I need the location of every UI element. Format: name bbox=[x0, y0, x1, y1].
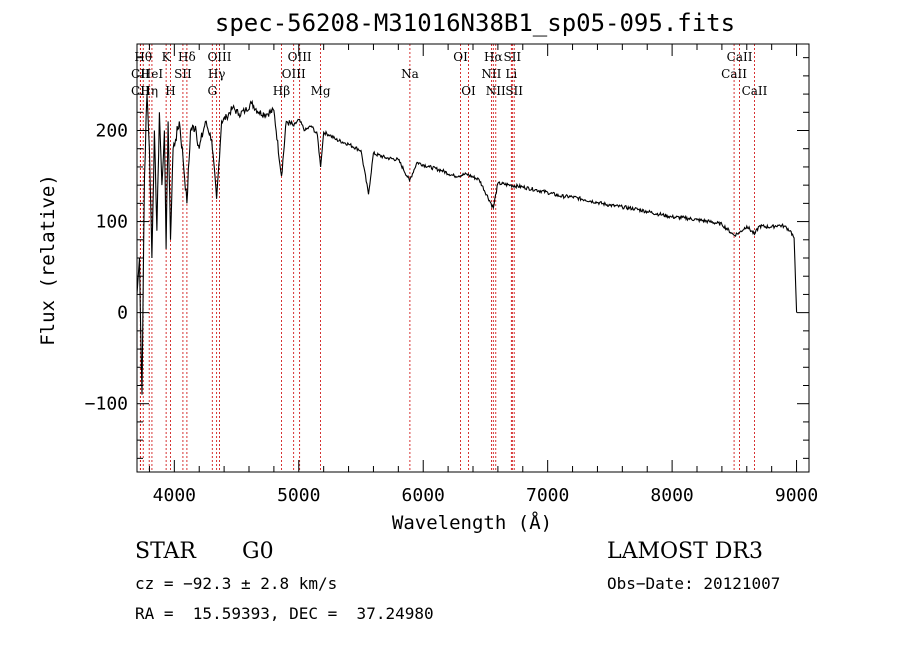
spectral-line-label: NII bbox=[481, 67, 501, 81]
spectral-line-label: H bbox=[165, 84, 175, 98]
plot-frame bbox=[136, 43, 810, 473]
spectral-line-label: Hη bbox=[140, 84, 158, 98]
x-tick-label: 5000 bbox=[277, 485, 320, 506]
spectral-line-label: OIII bbox=[207, 50, 231, 64]
spectral-line-label: Mg bbox=[311, 84, 331, 98]
spectral-line-label: Na bbox=[401, 67, 419, 81]
axis-tick-labels: 4000 5000 6000 7000 8000 9000 −100 0 100 200 bbox=[85, 121, 819, 506]
spectral-line-label: CII bbox=[131, 67, 150, 81]
object-class: STAR bbox=[135, 539, 196, 564]
spectral-line-label: OIII bbox=[288, 50, 312, 64]
spectral-line-label: CII bbox=[131, 84, 150, 98]
spectral-line-label: HeI bbox=[141, 67, 164, 81]
spectral-line-label: Hθ bbox=[134, 50, 152, 64]
spectral-line-label: SII bbox=[174, 67, 192, 81]
x-tick-label: 6000 bbox=[402, 485, 445, 506]
redshift-readout: cz = −92.3 ± 2.8 km/s bbox=[135, 574, 338, 593]
chart-title: spec-56208-M31016N38B1_sp05-095.fits bbox=[215, 9, 735, 37]
survey-name: LAMOST DR3 bbox=[607, 539, 763, 564]
spectral-line-label: Hβ bbox=[273, 84, 290, 98]
spectral-line-label: CaII bbox=[742, 84, 768, 98]
y-tick-label: 200 bbox=[95, 121, 128, 142]
y-tick-label: 0 bbox=[117, 303, 128, 324]
spectral-line-label: Li bbox=[505, 67, 517, 81]
spectral-line-label: OI bbox=[453, 50, 468, 64]
spectral-line-label: NII bbox=[486, 84, 506, 98]
spectral-line-label: OI bbox=[461, 84, 476, 98]
y-tick-label: 100 bbox=[95, 212, 128, 233]
spectral-line-label: Hδ bbox=[178, 50, 196, 64]
x-tick-label: 9000 bbox=[775, 485, 818, 506]
spectral-line-label: G bbox=[207, 84, 217, 98]
object-subclass: G0 bbox=[242, 539, 274, 564]
x-tick-label: 7000 bbox=[526, 485, 569, 506]
spectral-line-label: OIII bbox=[282, 67, 306, 81]
spectral-line-label: SII bbox=[503, 50, 521, 64]
spectral-line-label: Hγ bbox=[208, 67, 226, 81]
x-axis-label: Wavelength (Å) bbox=[392, 511, 552, 534]
y-axis-label: Flux (relative) bbox=[37, 174, 59, 346]
flux-series-line bbox=[136, 94, 798, 395]
spectral-line-label: Hα bbox=[484, 50, 503, 64]
spectral-line-label: SII bbox=[505, 84, 523, 98]
y-tick-label: −100 bbox=[85, 394, 128, 415]
coordinates: RA = 15.59393, DEC = 37.24980 bbox=[135, 604, 434, 623]
axis-ticks bbox=[137, 44, 809, 472]
spectral-line-label: K bbox=[162, 50, 172, 64]
spectral-line-label: CaII bbox=[721, 67, 747, 81]
obs-date: Obs−Date: 20121007 bbox=[607, 574, 781, 593]
x-tick-label: 4000 bbox=[153, 485, 196, 506]
spectral-line-label: CaII bbox=[727, 50, 753, 64]
x-tick-label: 8000 bbox=[650, 485, 693, 506]
